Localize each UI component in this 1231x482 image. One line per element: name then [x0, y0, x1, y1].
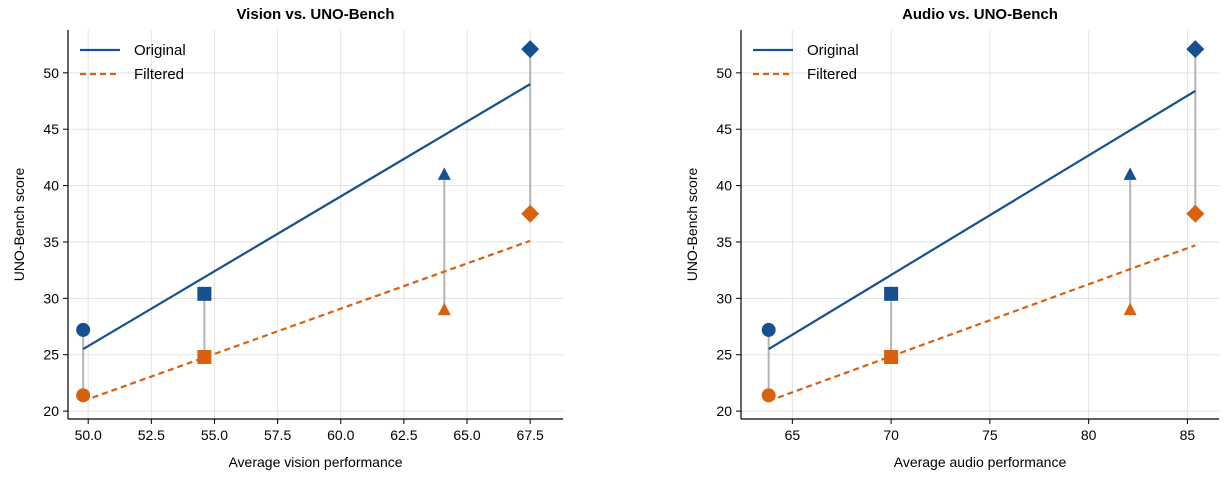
- original-fit-line: [82, 83, 531, 351]
- original-circle-marker: [76, 322, 91, 337]
- original-diamond-marker: [521, 40, 540, 59]
- original-square-marker: [884, 286, 899, 301]
- original-triangle-marker: [1123, 167, 1137, 180]
- y-tick-label: 20: [43, 403, 59, 419]
- y-tick-label: 50: [716, 65, 732, 81]
- original-circle-marker: [761, 322, 776, 337]
- original-diamond-marker: [1186, 40, 1205, 59]
- filtered-fit-line: [82, 239, 531, 402]
- y-tick-label: 45: [43, 121, 59, 137]
- filtered-triangle-marker: [1123, 302, 1137, 316]
- chart-title: Audio vs. UNO-Bench: [902, 6, 1058, 23]
- y-tick-label: 35: [716, 234, 732, 250]
- x-tick-label: 55.0: [201, 427, 228, 443]
- y-tick-label: 40: [43, 178, 59, 194]
- chart-panel-vision: 50.0 52.5 55.0 57.5 60.0 62.5 65.0 67.5 20 25 30 35…: [11, 6, 563, 470]
- y-axis-label: UNO-Bench score: [684, 167, 700, 281]
- filtered-circle-marker: [76, 388, 91, 403]
- x-axis-label: Average audio performance: [894, 454, 1067, 470]
- y-tick-label: 45: [716, 121, 732, 137]
- x-tick-label: 62.5: [390, 427, 417, 443]
- legend-filtered-label: Filtered: [807, 66, 857, 83]
- original-triangle-marker: [437, 167, 451, 180]
- x-tick-label: 80: [1081, 427, 1097, 443]
- y-tick-label: 30: [716, 290, 732, 306]
- filtered-square-marker: [197, 349, 212, 364]
- x-tick-label: 67.5: [517, 427, 544, 443]
- filtered-circle-marker: [761, 388, 776, 403]
- x-tick-label: 85: [1180, 427, 1196, 443]
- x-tick-label: 65.0: [453, 427, 480, 443]
- chart-title: Vision vs. UNO-Bench: [236, 6, 394, 23]
- y-tick-label: 40: [716, 178, 732, 194]
- legend-original-label: Original: [134, 42, 186, 59]
- x-tick-label: 60.0: [327, 427, 354, 443]
- y-tick-label: 50: [43, 65, 59, 81]
- y-tick-label: 25: [716, 347, 732, 363]
- x-tick-label: 57.5: [264, 427, 291, 443]
- y-tick-label: 35: [43, 234, 59, 250]
- x-axis-label: Average vision performance: [228, 454, 402, 470]
- chart-panel-audio: 65 70 75 80 85 20 25 30 35 40 45 50 Audio vs. UNO-Be…: [684, 6, 1219, 470]
- y-tick-label: 30: [43, 290, 59, 306]
- legend-original-label: Original: [807, 42, 859, 59]
- x-tick-label: 75: [982, 427, 998, 443]
- x-tick-label: 50.0: [75, 427, 102, 443]
- filtered-fit-line: [768, 244, 1196, 402]
- y-tick-label: 20: [716, 403, 732, 419]
- original-square-marker: [197, 286, 212, 301]
- original-fit-line: [768, 89, 1196, 351]
- filtered-square-marker: [884, 349, 899, 364]
- legend-filtered-label: Filtered: [134, 66, 184, 83]
- x-tick-label: 65: [785, 427, 801, 443]
- y-tick-label: 25: [43, 347, 59, 363]
- filtered-diamond-marker: [521, 204, 540, 223]
- filtered-diamond-marker: [1186, 204, 1205, 223]
- filtered-triangle-marker: [437, 302, 451, 316]
- x-tick-label: 70: [883, 427, 899, 443]
- y-axis-label: UNO-Bench score: [11, 167, 27, 281]
- x-tick-label: 52.5: [138, 427, 165, 443]
